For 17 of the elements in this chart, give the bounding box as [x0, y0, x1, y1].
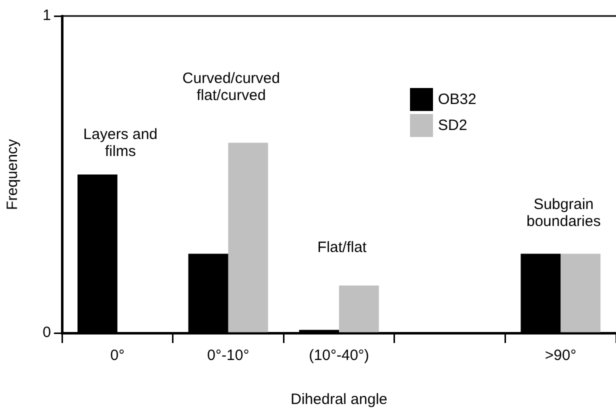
legend-label: SD2	[438, 117, 468, 134]
legend-label: OB32	[438, 91, 476, 108]
annotation: Subgrain boundaries	[526, 196, 601, 230]
x-tick-label: >90°	[544, 347, 576, 364]
bar	[228, 142, 268, 332]
annotation: Flat/flat	[317, 239, 368, 256]
y-tick-label: 1	[42, 7, 51, 24]
bar	[339, 285, 379, 332]
x-tick-label: (10°-40°)	[308, 347, 370, 364]
x-tick-label: 0°-10°	[207, 347, 250, 364]
x-axis-title: Dihedral angle	[290, 391, 388, 408]
annotation: Layers and films	[83, 126, 158, 160]
bar	[560, 254, 600, 332]
y-axis-title: Frequency	[4, 138, 22, 210]
x-tick-label: 0°	[110, 347, 125, 364]
annotation: Curved/curved flat/curved	[182, 70, 280, 104]
y-tick-label: 0	[42, 324, 51, 342]
